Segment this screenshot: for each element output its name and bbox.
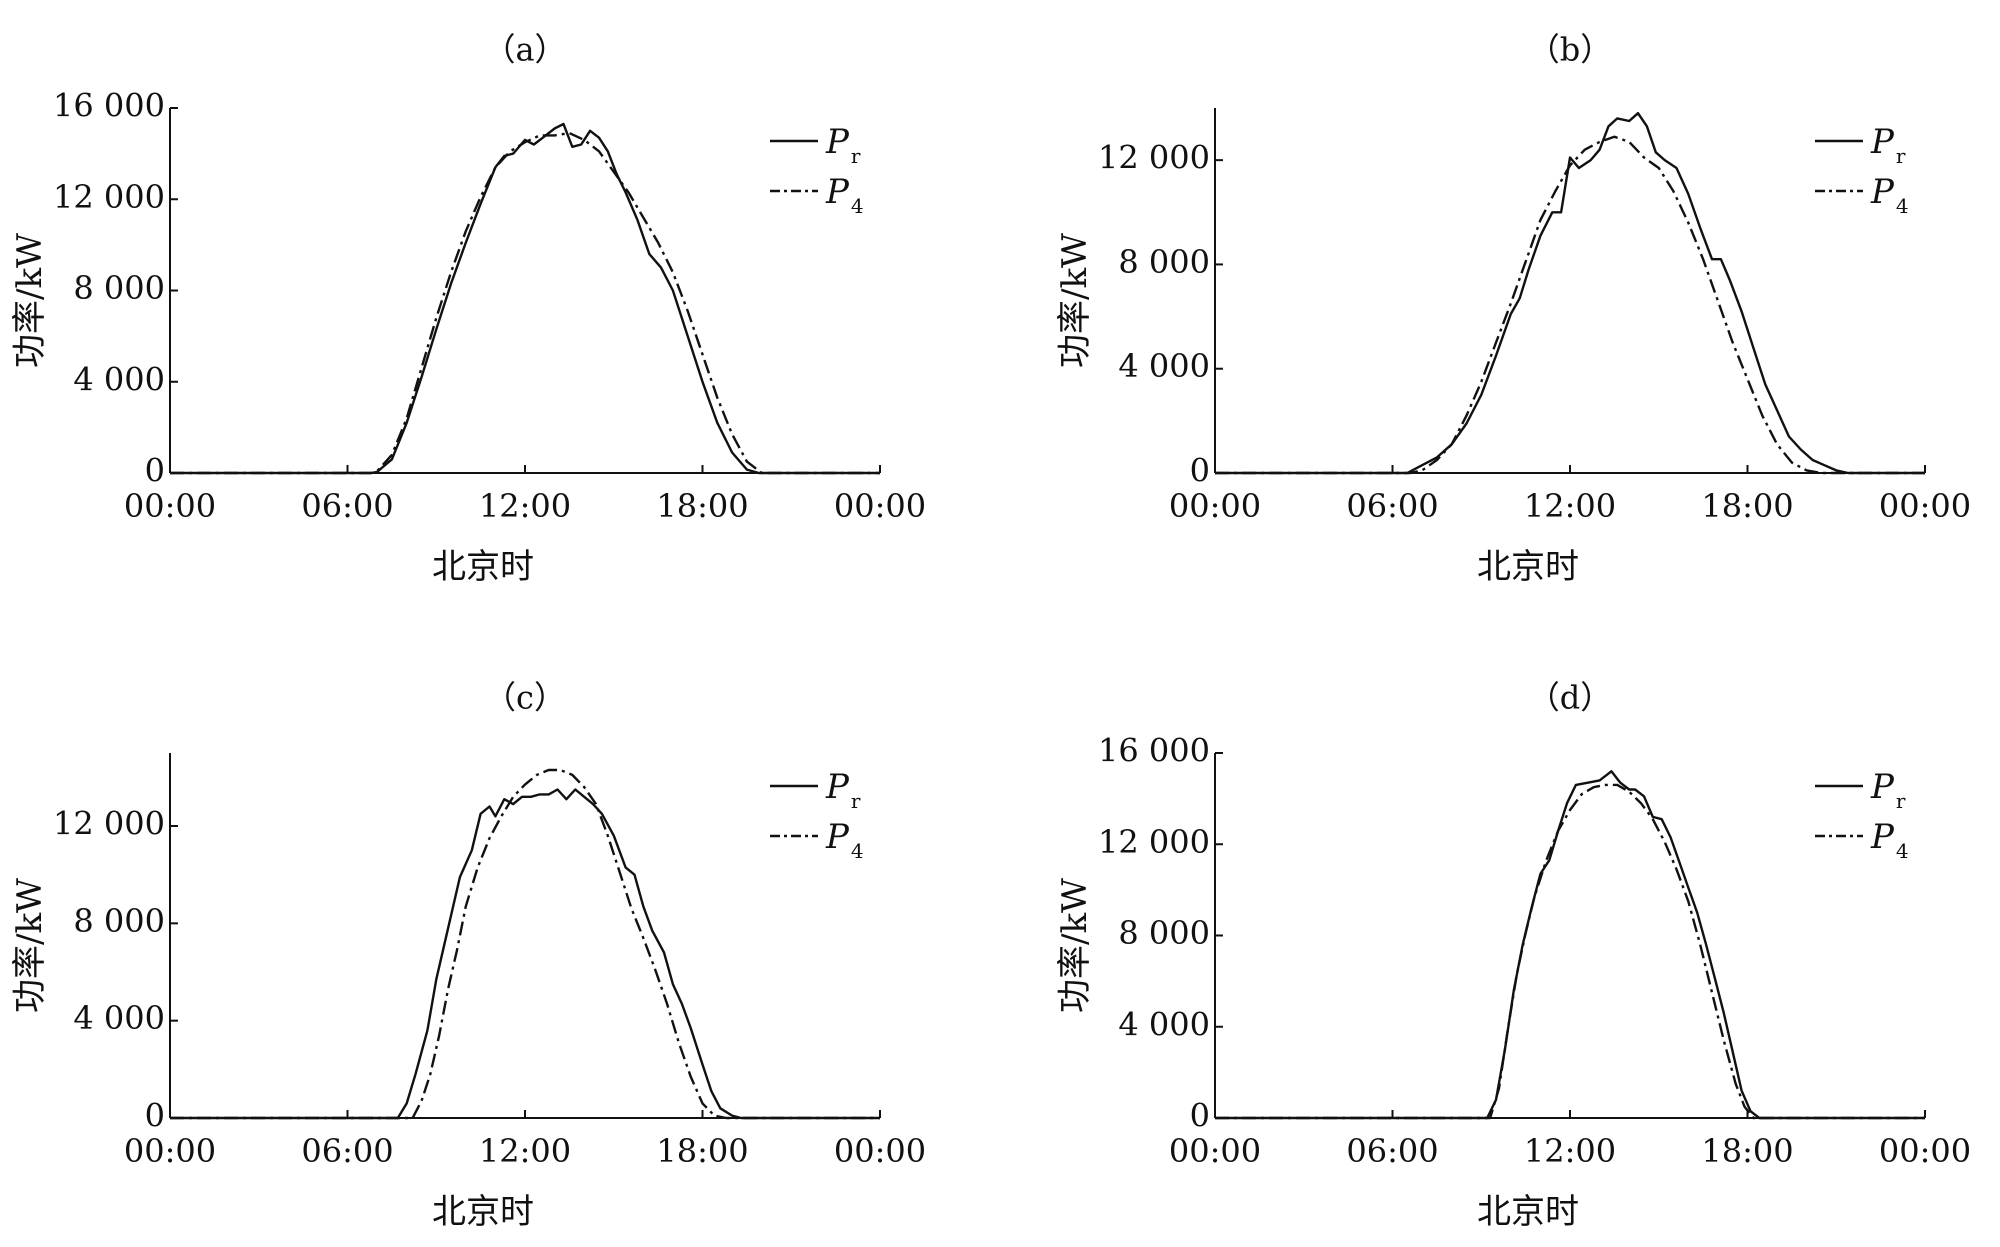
y-axis-title: 功率/kW bbox=[10, 233, 50, 368]
y-tick-label: 8 000 bbox=[73, 902, 165, 940]
series-line-p4 bbox=[1215, 783, 1925, 1120]
x-axis-title: 北京时 bbox=[432, 1192, 534, 1232]
y-tick-label: 12 000 bbox=[1098, 823, 1210, 861]
series-line-pr bbox=[170, 788, 880, 1120]
series-line-pr bbox=[170, 122, 880, 475]
y-tick-label: 12 000 bbox=[53, 805, 165, 843]
y-tick-label: 8 000 bbox=[1118, 243, 1210, 281]
y-tick-label: 0 bbox=[1190, 1097, 1210, 1135]
y-tick-label: 4 000 bbox=[73, 999, 165, 1037]
y-tick-label: 4 000 bbox=[73, 360, 165, 398]
x-tick-label: 00:00 bbox=[124, 487, 216, 525]
series-line-pr bbox=[1215, 111, 1925, 475]
y-tick-label: 0 bbox=[1190, 452, 1210, 490]
series-line-p4 bbox=[170, 131, 880, 475]
panel-label: （b） bbox=[1528, 31, 1613, 69]
x-tick-label: 12:00 bbox=[1524, 487, 1616, 525]
panel-label: （c） bbox=[484, 679, 566, 717]
y-axis-title: 功率/kW bbox=[1055, 878, 1095, 1013]
x-tick-label: 06:00 bbox=[1346, 1132, 1438, 1170]
y-tick-label: 16 000 bbox=[53, 87, 165, 125]
x-tick-label: 06:00 bbox=[301, 487, 393, 525]
x-tick-label: 00:00 bbox=[1169, 487, 1261, 525]
x-tick-label: 00:00 bbox=[124, 1132, 216, 1170]
x-tick-label: 18:00 bbox=[1701, 487, 1793, 525]
y-axis-title: 功率/kW bbox=[1055, 233, 1095, 368]
y-tick-label: 4 000 bbox=[1118, 347, 1210, 385]
y-axis-title: 功率/kW bbox=[10, 878, 50, 1013]
x-axis-title: 北京时 bbox=[1477, 547, 1579, 587]
y-tick-label: 0 bbox=[145, 1097, 165, 1135]
x-tick-label: 06:00 bbox=[1346, 487, 1438, 525]
x-tick-label: 18:00 bbox=[656, 487, 748, 525]
y-tick-label: 8 000 bbox=[1118, 914, 1210, 952]
series-line-p4 bbox=[1215, 135, 1925, 475]
x-tick-label: 00:00 bbox=[834, 487, 926, 525]
y-tick-label: 8 000 bbox=[73, 269, 165, 307]
series-line-pr bbox=[1215, 770, 1925, 1120]
x-tick-label: 12:00 bbox=[479, 487, 571, 525]
x-tick-label: 18:00 bbox=[656, 1132, 748, 1170]
x-tick-label: 00:00 bbox=[834, 1132, 926, 1170]
y-tick-label: 0 bbox=[145, 452, 165, 490]
panel-label: （a） bbox=[483, 31, 566, 69]
y-tick-label: 4 000 bbox=[1118, 1005, 1210, 1043]
x-tick-label: 18:00 bbox=[1701, 1132, 1793, 1170]
x-axis-title: 北京时 bbox=[1477, 1192, 1579, 1232]
x-axis-title: 北京时 bbox=[432, 547, 534, 587]
x-tick-label: 12:00 bbox=[479, 1132, 571, 1170]
x-tick-label: 12:00 bbox=[1524, 1132, 1616, 1170]
x-tick-label: 00:00 bbox=[1169, 1132, 1261, 1170]
panel-label: （d） bbox=[1528, 679, 1613, 717]
x-tick-label: 06:00 bbox=[301, 1132, 393, 1170]
y-tick-label: 12 000 bbox=[1098, 139, 1210, 177]
y-tick-label: 16 000 bbox=[1098, 732, 1210, 770]
series-line-p4 bbox=[170, 768, 880, 1120]
x-tick-label: 00:00 bbox=[1879, 487, 1971, 525]
x-tick-label: 00:00 bbox=[1879, 1132, 1971, 1170]
y-tick-label: 12 000 bbox=[53, 178, 165, 216]
